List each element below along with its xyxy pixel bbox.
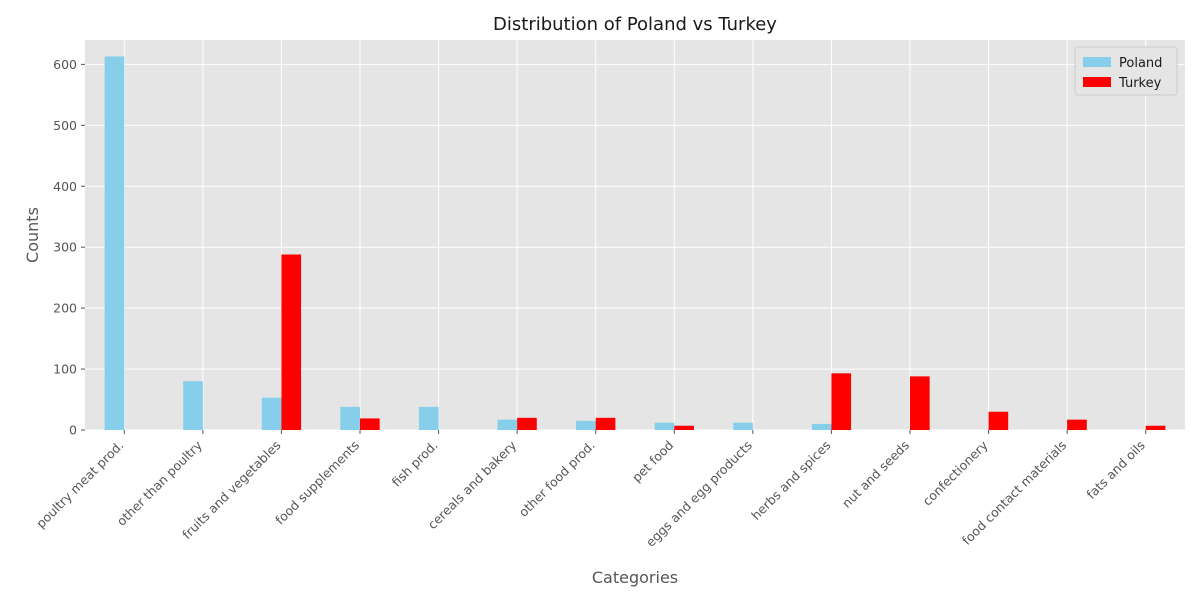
y-tick-label: 0	[69, 423, 77, 438]
bar-turkey	[831, 373, 852, 430]
x-tick-label: nut and seeds	[839, 438, 912, 511]
legend-swatch-turkey	[1083, 77, 1111, 87]
legend-label-turkey: Turkey	[1118, 76, 1162, 91]
bar-poland	[340, 406, 360, 430]
bar-turkey	[360, 418, 380, 430]
x-tick-label: food supplements	[272, 438, 362, 528]
bar-poland	[497, 419, 518, 430]
x-tick-label: herbs and spices	[748, 438, 833, 523]
bar-poland	[261, 397, 282, 430]
chart-title: Distribution of Poland vs Turkey	[493, 14, 777, 35]
legend: Poland Turkey	[1074, 46, 1178, 96]
bar-poland	[811, 423, 832, 430]
x-tick-label: fats and oils	[1083, 438, 1147, 502]
x-tick-label: confectionery	[920, 437, 992, 509]
bar-turkey	[595, 417, 616, 430]
x-tick-label: other food prod.	[516, 438, 598, 520]
bar-turkey	[1145, 425, 1166, 430]
x-tick-label: pet food	[629, 438, 676, 485]
x-axis-ticks: poultry meat prod.other than poultryfrui…	[33, 430, 1148, 550]
bar-poland	[733, 422, 753, 430]
x-tick-label: fish prod.	[389, 438, 441, 490]
bar-poland	[183, 381, 203, 430]
legend-swatch-poland	[1083, 57, 1111, 67]
bar-turkey	[988, 411, 1009, 430]
bar-poland	[104, 56, 125, 430]
y-axis-label: Counts	[23, 207, 42, 263]
bar-poland	[418, 406, 439, 430]
bar-turkey	[281, 254, 302, 430]
bar-poland	[576, 420, 596, 430]
bars	[104, 56, 1166, 430]
x-tick-label: other than poultry	[114, 437, 206, 529]
bar-turkey	[517, 417, 537, 430]
bar-poland	[654, 422, 675, 430]
y-tick-label: 400	[53, 179, 77, 194]
y-tick-label: 200	[53, 301, 77, 316]
bar-turkey	[1067, 419, 1087, 430]
grid-lines	[85, 40, 1185, 431]
y-tick-label: 300	[53, 240, 77, 255]
legend-label-poland: Poland	[1119, 56, 1162, 71]
x-tick-label: poultry meat prod.	[33, 438, 126, 531]
bar-turkey	[674, 425, 694, 430]
y-tick-label: 500	[53, 118, 77, 133]
x-tick-label: cereals and bakery	[425, 437, 520, 532]
y-tick-label: 600	[53, 57, 77, 72]
x-axis-label: Categories	[592, 568, 678, 587]
y-axis-ticks: 0 100 200 300 400 500 600	[53, 57, 85, 438]
bar-turkey	[910, 376, 930, 430]
plot-area	[85, 40, 1185, 430]
y-tick-label: 100	[53, 362, 77, 377]
